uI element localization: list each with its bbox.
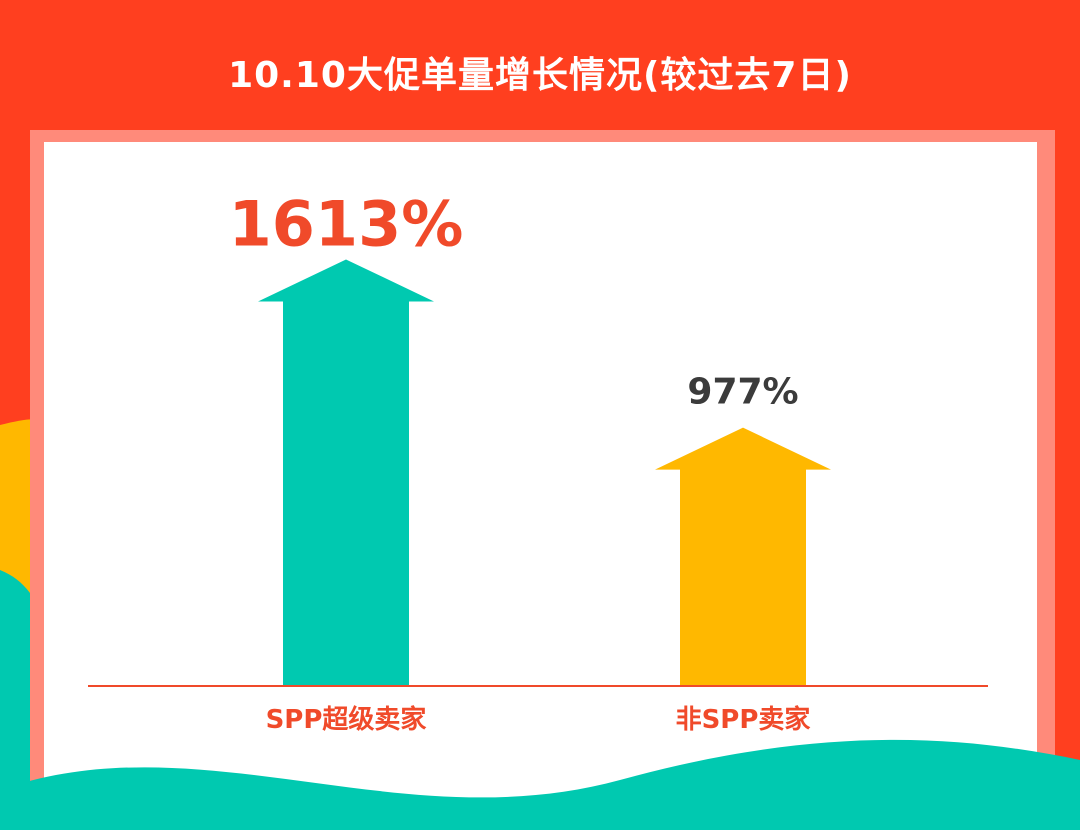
value-label-2: 977% xyxy=(687,372,798,413)
chart-title: 10.10大促单量增长情况(较过去7日) xyxy=(228,55,852,96)
category-label-1: SPP超级卖家 xyxy=(266,704,427,735)
value-label-1: 1613% xyxy=(229,187,464,260)
bottom-teal-wave xyxy=(0,739,1080,830)
category-label-2: 非SPP卖家 xyxy=(676,704,811,735)
bar-arrow-1 xyxy=(258,259,434,686)
bar-arrow-2 xyxy=(655,427,831,686)
chart-panel xyxy=(44,142,1037,812)
